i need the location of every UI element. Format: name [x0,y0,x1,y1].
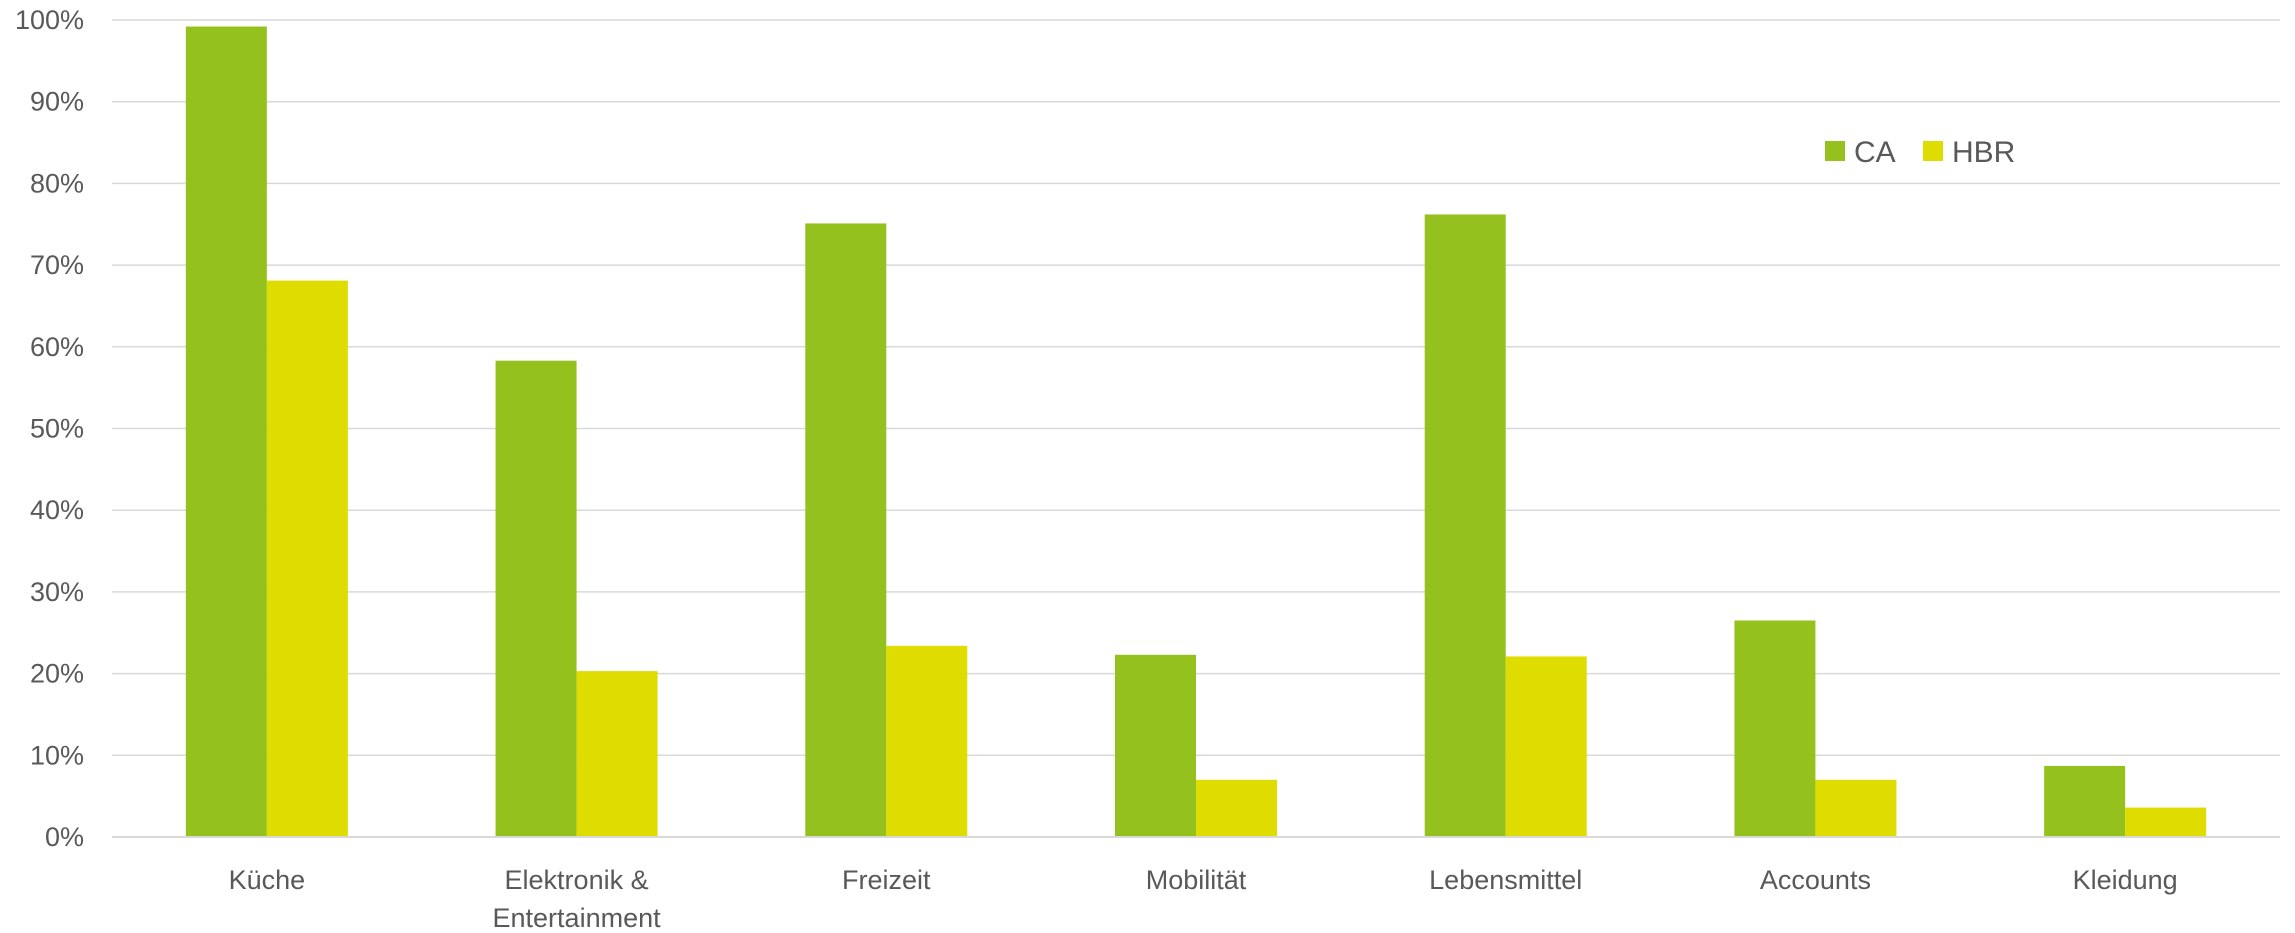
y-tick-label: 90% [30,87,84,117]
bar-hbr-1 [576,671,658,837]
legend: CA HBR [1825,136,2015,169]
y-tick-label: 0% [45,822,84,852]
x-category-label-line: Accounts [1760,865,1871,895]
x-category-label: Freizeit [842,865,931,895]
bars [185,26,2207,838]
x-category-label: Elektronik & Entertainment [493,865,662,933]
y-axis-tick-labels: 0% 10% 20% 30% 40% 50% 60% 70% 80% 90% 100% [15,5,84,852]
bar-ca-1 [495,360,577,837]
x-axis-category-labels: Küche Elektronik & Entertainment Freizeit Mo… [229,865,2178,933]
x-category-label: Lebensmittel [1429,865,1582,895]
x-category-label: Mobilität [1146,865,1247,895]
x-category-label-line: Kleidung [2073,865,2178,895]
gridlines [112,19,2280,757]
bar-hbr-5 [1815,779,1897,837]
legend-swatch-hbr [1923,141,1943,161]
y-tick-label: 70% [30,250,84,280]
y-tick-label: 100% [15,5,84,35]
x-category-label: Küche [229,865,306,895]
x-category-label-line: Freizeit [842,865,931,895]
x-category-label: Kleidung [2073,865,2178,895]
x-category-label-line: Mobilität [1146,865,1247,895]
legend-label-hbr: HBR [1952,136,2015,169]
y-tick-label: 40% [30,495,84,525]
bar-hbr-6 [2125,807,2207,837]
x-category-label: Accounts [1760,865,1871,895]
y-tick-label: 10% [30,740,84,770]
y-tick-label: 60% [30,332,84,362]
y-tick-label: 50% [30,414,84,444]
legend-swatch-ca [1825,141,1845,161]
y-tick-label: 20% [30,659,84,689]
legend-label-ca: CA [1854,136,1896,169]
bar-hbr-0 [266,280,348,837]
bar-ca-0 [185,26,267,837]
bar-ca-4 [1424,214,1506,838]
x-category-label-line: Lebensmittel [1429,865,1582,895]
x-category-label-line: Küche [229,865,306,895]
bar-ca-2 [805,223,887,838]
bar-ca-5 [1734,620,1816,837]
bar-ca-6 [2044,765,2126,837]
x-category-label-line: Elektronik & [505,865,649,895]
bar-hbr-3 [1196,779,1277,837]
bar-ca-3 [1115,654,1196,837]
y-tick-label: 80% [30,168,84,198]
bar-hbr-2 [886,645,968,837]
bar-hbr-4 [1505,656,1587,837]
y-tick-label: 30% [30,577,84,607]
x-category-label-line: Entertainment [493,903,662,933]
